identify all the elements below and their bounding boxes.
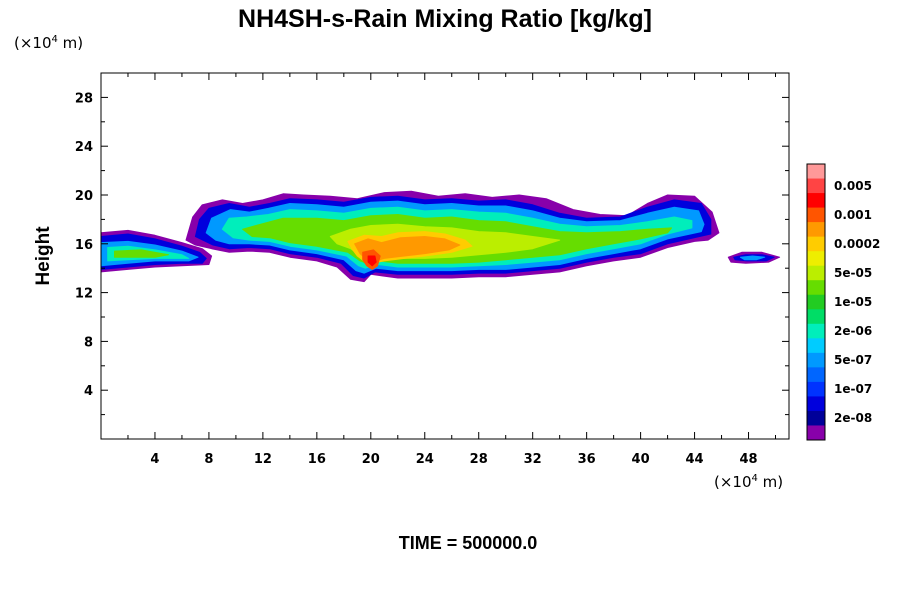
colorbar-label: 2e-06	[834, 324, 872, 338]
x-unit-label: (×104 m)	[714, 473, 783, 491]
y-unit-prefix: (×10	[14, 34, 52, 52]
colorbar-swatch	[807, 164, 825, 179]
y-axis: 4 8 12 16 20 24 28	[75, 91, 789, 416]
y-tick-label: 28	[75, 91, 93, 106]
colorbar-swatch	[807, 323, 825, 339]
x-tick-label: 16	[308, 452, 326, 467]
y-tick-label: 12	[75, 287, 93, 302]
colorbar-swatch	[807, 396, 825, 412]
colorbar-label: 0.001	[834, 208, 872, 222]
colorbar-label: 2e-08	[834, 411, 872, 425]
colorbar-swatch	[807, 193, 825, 208]
colorbar-swatch	[807, 280, 825, 296]
colorbar-swatch	[807, 309, 825, 325]
contour-region-14	[367, 255, 377, 267]
y-axis-label: Height	[33, 226, 54, 286]
x-tick-label: 36	[578, 452, 596, 467]
y-unit-suffix: m)	[58, 34, 83, 52]
x-tick-label: 44	[686, 452, 704, 467]
y-tick-label: 8	[84, 335, 93, 350]
x-tick-label: 40	[632, 452, 650, 467]
time-footer: TIME = 500000.0	[399, 533, 538, 553]
colorbar-swatch	[807, 425, 825, 441]
x-tick-label: 24	[416, 452, 434, 467]
colorbar-label: 5e-05	[834, 266, 872, 280]
colorbar-swatch	[807, 178, 825, 194]
y-tick-label: 4	[84, 384, 93, 399]
colorbar-label: 0.005	[834, 179, 872, 193]
x-tick-label: 48	[739, 452, 757, 467]
x-unit-prefix: (×10	[714, 473, 752, 491]
colorbar-swatch	[807, 410, 825, 426]
colorbar-swatch	[807, 265, 825, 281]
y-tick-label: 24	[75, 140, 93, 155]
colorbar: 0.005 0.001 0.0002 5e-05 1e-05 2e-06 5e-07 1e-0…	[806, 163, 880, 441]
colorbar-swatch	[807, 251, 825, 267]
colorbar-label: 0.0002	[834, 237, 880, 251]
plot-frame	[100, 72, 790, 440]
colorbar-swatch	[807, 367, 825, 383]
x-unit-suffix: m)	[758, 473, 783, 491]
colorbar-swatch	[807, 294, 825, 310]
x-axis: 4 8 12 16 20 24 28 32 36 40 44 48	[127, 73, 777, 467]
y-tick-label: 16	[75, 238, 93, 253]
y-unit-exp: 4	[52, 34, 58, 45]
colorbar-label: 1e-05	[834, 295, 872, 309]
x-tick-label: 20	[362, 452, 380, 467]
x-tick-label: 32	[524, 452, 542, 467]
colorbar-swatch	[807, 222, 825, 238]
contour-region-4	[114, 249, 169, 258]
plot-regions	[100, 190, 781, 283]
x-tick-label: 4	[150, 452, 159, 467]
x-tick-label: 28	[470, 452, 488, 467]
colorbar-swatch	[807, 338, 825, 354]
colorbar-label: 1e-07	[834, 382, 872, 396]
colorbar-swatch	[807, 352, 825, 368]
y-tick-label: 20	[75, 189, 93, 204]
colorbar-label: 5e-07	[834, 353, 872, 367]
contour-region-17	[739, 255, 766, 261]
chart-title: NH4SH-s-Rain Mixing Ratio [kg/kg]	[238, 5, 652, 33]
x-unit-exp: 4	[752, 473, 758, 484]
colorbar-frame	[806, 163, 826, 441]
colorbar-swatch	[807, 236, 825, 252]
x-tick-label: 8	[204, 452, 213, 467]
y-unit-label: (×104 m)	[14, 34, 83, 52]
colorbar-swatch	[807, 207, 825, 223]
colorbar-swatch	[807, 381, 825, 397]
x-tick-label: 12	[254, 452, 272, 467]
